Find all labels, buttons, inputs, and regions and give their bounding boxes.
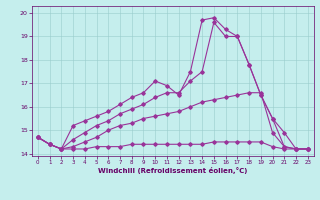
X-axis label: Windchill (Refroidissement éolien,°C): Windchill (Refroidissement éolien,°C) bbox=[98, 167, 247, 174]
